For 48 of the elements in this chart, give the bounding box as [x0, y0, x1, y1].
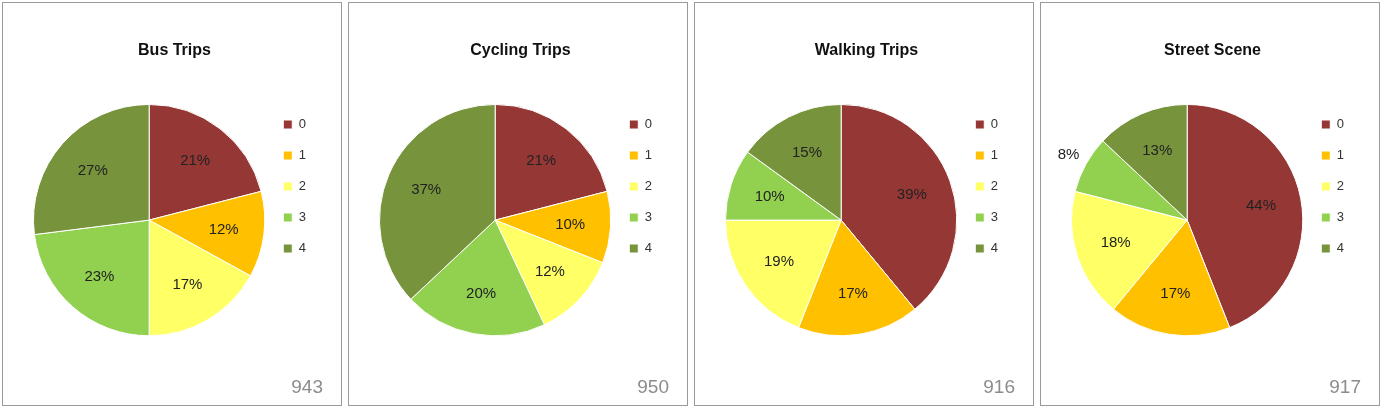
data-label: 18%	[1100, 233, 1131, 251]
chart-title: Street Scene	[1164, 41, 1262, 59]
data-label: 12%	[534, 261, 565, 279]
legend-label: 3	[1336, 209, 1344, 225]
legend-label: 1	[298, 147, 306, 163]
legend-label: 0	[990, 116, 998, 132]
legend-label: 0	[298, 116, 306, 132]
legend-label: 1	[644, 147, 652, 163]
legend-label: 3	[644, 209, 652, 225]
data-label: 17%	[172, 274, 203, 292]
text: 943	[291, 376, 323, 397]
data-label: 17%	[837, 284, 868, 302]
data-label: 17%	[1160, 284, 1191, 302]
data-label: 19%	[763, 252, 794, 270]
legend-label: 3	[298, 209, 306, 225]
legend-label: 1	[1336, 147, 1344, 163]
legend-label: 2	[644, 178, 652, 194]
data-label: 44%	[1245, 196, 1276, 214]
data-label: 13%	[1142, 141, 1173, 159]
data-label: 23%	[84, 266, 115, 284]
legend-label: 1	[990, 147, 998, 163]
legend-label: 4	[644, 240, 652, 256]
data-label: 12%	[208, 219, 239, 237]
data-label: 39%	[896, 184, 927, 202]
legend-label: 2	[1336, 178, 1344, 194]
legend-label: 0	[644, 116, 652, 132]
data-label: 21%	[180, 150, 211, 168]
chart-title: Walking Trips	[814, 41, 919, 59]
data-label: 37%	[411, 180, 442, 198]
legend-label: 4	[298, 240, 306, 256]
data-label: 8%	[1057, 145, 1080, 163]
data-label: 27%	[77, 160, 108, 178]
data-label: 20%	[466, 284, 497, 302]
legend-label: 3	[990, 209, 998, 225]
data-label: 15%	[792, 143, 823, 161]
data-label: 10%	[754, 187, 785, 205]
data-label: 10%	[555, 214, 586, 232]
legend-label: 4	[990, 240, 998, 256]
chart-title: Bus Trips	[138, 41, 212, 59]
data-label: 21%	[526, 150, 557, 168]
legend-label: 2	[990, 178, 998, 194]
text: 916	[983, 376, 1015, 397]
legend-label: 4	[1336, 240, 1344, 256]
chart-title: Cycling Trips	[470, 41, 571, 59]
text: 917	[1329, 376, 1361, 397]
legend-label: 2	[298, 178, 306, 194]
legend-label: 0	[1336, 116, 1344, 132]
text: 950	[637, 376, 669, 397]
